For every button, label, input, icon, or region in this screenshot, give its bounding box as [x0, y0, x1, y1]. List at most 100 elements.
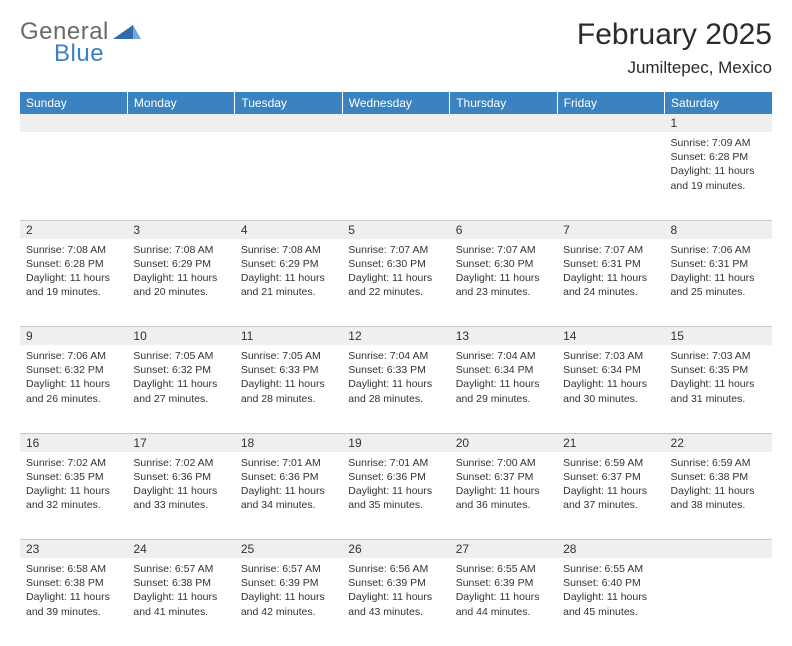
day-info-line: Daylight: 11 hours: [241, 377, 336, 391]
day-info-line: Sunrise: 6:55 AM: [456, 562, 551, 576]
day-number: [235, 114, 342, 132]
weekday-header-row: Sunday Monday Tuesday Wednesday Thursday…: [20, 92, 772, 114]
day-cell: [20, 132, 127, 220]
day-info-line: Sunrise: 7:01 AM: [241, 456, 336, 470]
day-info: Sunrise: 7:03 AMSunset: 6:34 PMDaylight:…: [557, 345, 664, 412]
day-number: [557, 114, 664, 132]
day-info-line: Sunset: 6:32 PM: [133, 363, 228, 377]
day-info-line: Sunrise: 7:09 AM: [671, 136, 766, 150]
day-info-line: and 23 minutes.: [456, 285, 551, 299]
day-cell: Sunrise: 6:58 AMSunset: 6:38 PMDaylight:…: [20, 558, 127, 646]
day-info-line: Sunset: 6:40 PM: [563, 576, 658, 590]
day-number: 11: [235, 327, 342, 346]
day-info-line: Daylight: 11 hours: [26, 590, 121, 604]
day-info: Sunrise: 6:57 AMSunset: 6:38 PMDaylight:…: [127, 558, 234, 625]
day-info-line: Daylight: 11 hours: [26, 484, 121, 498]
day-info-line: Sunrise: 6:58 AM: [26, 562, 121, 576]
day-info-line: Sunrise: 6:57 AM: [241, 562, 336, 576]
week-row: Sunrise: 7:02 AMSunset: 6:35 PMDaylight:…: [20, 452, 772, 540]
day-info-line: Daylight: 11 hours: [348, 271, 443, 285]
day-info-line: and 38 minutes.: [671, 498, 766, 512]
day-info-line: and 28 minutes.: [348, 392, 443, 406]
day-info-line: Sunrise: 6:59 AM: [563, 456, 658, 470]
day-info-line: and 22 minutes.: [348, 285, 443, 299]
day-number-row: 232425262728: [20, 540, 772, 559]
day-info: Sunrise: 6:59 AMSunset: 6:37 PMDaylight:…: [557, 452, 664, 519]
day-number: [20, 114, 127, 132]
day-number: [450, 114, 557, 132]
day-info: Sunrise: 7:08 AMSunset: 6:29 PMDaylight:…: [127, 239, 234, 306]
day-info-line: Sunrise: 7:07 AM: [348, 243, 443, 257]
day-info-line: Sunset: 6:34 PM: [563, 363, 658, 377]
day-info-line: Sunset: 6:29 PM: [241, 257, 336, 271]
day-info-line: and 25 minutes.: [671, 285, 766, 299]
day-info: Sunrise: 7:05 AMSunset: 6:32 PMDaylight:…: [127, 345, 234, 412]
day-info-line: and 32 minutes.: [26, 498, 121, 512]
day-info-line: Sunrise: 7:05 AM: [241, 349, 336, 363]
day-number: 27: [450, 540, 557, 559]
day-number: 2: [20, 220, 127, 239]
day-info-line: Sunrise: 6:55 AM: [563, 562, 658, 576]
day-cell: Sunrise: 7:04 AMSunset: 6:33 PMDaylight:…: [342, 345, 449, 433]
day-info-line: Sunset: 6:28 PM: [26, 257, 121, 271]
day-info-line: Daylight: 11 hours: [563, 377, 658, 391]
day-number: 1: [665, 114, 772, 132]
title-block: February 2025 Jumiltepec, Mexico: [577, 18, 772, 78]
day-info: Sunrise: 7:09 AMSunset: 6:28 PMDaylight:…: [665, 132, 772, 199]
day-cell: Sunrise: 6:56 AMSunset: 6:39 PMDaylight:…: [342, 558, 449, 646]
day-cell: Sunrise: 7:08 AMSunset: 6:29 PMDaylight:…: [235, 239, 342, 327]
day-info-line: Sunrise: 7:08 AM: [26, 243, 121, 257]
weekday-header: Sunday: [20, 92, 127, 114]
day-cell: Sunrise: 7:08 AMSunset: 6:28 PMDaylight:…: [20, 239, 127, 327]
day-cell: Sunrise: 7:09 AMSunset: 6:28 PMDaylight:…: [665, 132, 772, 220]
day-info-line: Daylight: 11 hours: [348, 590, 443, 604]
day-info-line: Sunset: 6:37 PM: [563, 470, 658, 484]
day-info-line: Sunset: 6:38 PM: [671, 470, 766, 484]
day-info-line: and 24 minutes.: [563, 285, 658, 299]
day-number: 4: [235, 220, 342, 239]
day-info-line: Sunset: 6:36 PM: [133, 470, 228, 484]
day-info-line: Daylight: 11 hours: [348, 377, 443, 391]
day-info-line: Daylight: 11 hours: [671, 377, 766, 391]
day-number: 6: [450, 220, 557, 239]
day-info-line: Daylight: 11 hours: [563, 484, 658, 498]
header: General Blue February 2025 Jumiltepec, M…: [20, 18, 772, 78]
day-info-line: Daylight: 11 hours: [133, 484, 228, 498]
week-row: Sunrise: 7:08 AMSunset: 6:28 PM Daylight:…: [20, 239, 772, 327]
day-info-line: Sunset: 6:38 PM: [26, 576, 121, 590]
calendar-table: Sunday Monday Tuesday Wednesday Thursday…: [20, 92, 772, 646]
day-number-row: 2345678: [20, 220, 772, 239]
day-number-row: 1: [20, 114, 772, 132]
day-number: 22: [665, 433, 772, 452]
day-number: 19: [342, 433, 449, 452]
day-number: 26: [342, 540, 449, 559]
day-number: [665, 540, 772, 559]
day-number-row: 16171819202122: [20, 433, 772, 452]
day-info-line: and 34 minutes.: [241, 498, 336, 512]
weekday-header: Tuesday: [235, 92, 342, 114]
day-number: 17: [127, 433, 234, 452]
day-info-line: and 30 minutes.: [563, 392, 658, 406]
day-info-line: Daylight: 11 hours: [563, 590, 658, 604]
day-info-line: Daylight: 11 hours: [133, 377, 228, 391]
day-info: Sunrise: 7:06 AMSunset: 6:32 PMDaylight:…: [20, 345, 127, 412]
day-info: Sunrise: 7:08 AMSunset: 6:29 PMDaylight:…: [235, 239, 342, 306]
day-info: Sunrise: 7:01 AMSunset: 6:36 PMDaylight:…: [342, 452, 449, 519]
day-info-line: Sunrise: 7:02 AM: [133, 456, 228, 470]
week-row: Sunrise: 6:58 AMSunset: 6:38 PMDaylight:…: [20, 558, 772, 646]
day-info-line: Daylight: 11 hours: [456, 271, 551, 285]
day-number: 10: [127, 327, 234, 346]
day-info-line: Daylight: 11 hours: [456, 377, 551, 391]
day-number: [127, 114, 234, 132]
day-number: [342, 114, 449, 132]
day-info-line: Daylight: 11 hours: [241, 484, 336, 498]
weekday-header: Wednesday: [342, 92, 449, 114]
day-info-line: Sunrise: 6:57 AM: [133, 562, 228, 576]
day-info-line: and 29 minutes.: [456, 392, 551, 406]
day-info-line: Sunset: 6:36 PM: [348, 470, 443, 484]
day-cell: Sunrise: 7:07 AMSunset: 6:30 PMDaylight:…: [450, 239, 557, 327]
day-number: 5: [342, 220, 449, 239]
day-number: 12: [342, 327, 449, 346]
day-number: 13: [450, 327, 557, 346]
day-info: Sunrise: 7:04 AMSunset: 6:33 PMDaylight:…: [342, 345, 449, 412]
